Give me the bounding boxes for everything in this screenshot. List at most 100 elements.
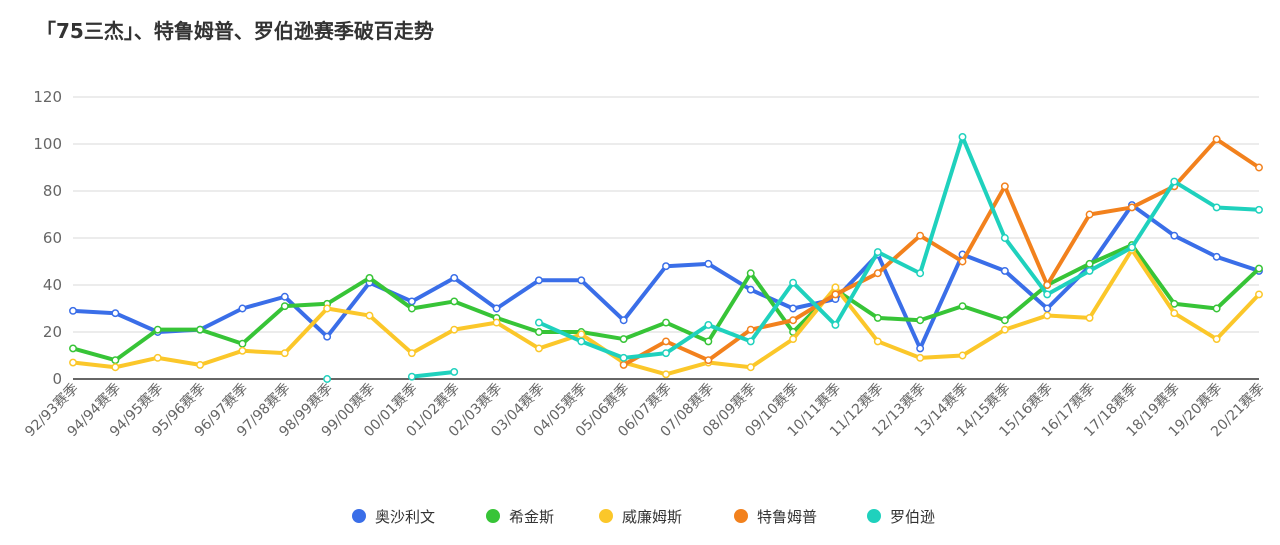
data-point xyxy=(746,285,755,294)
data-point xyxy=(365,311,374,320)
data-point xyxy=(407,304,416,313)
data-point xyxy=(407,372,416,381)
data-point xyxy=(1085,313,1094,322)
data-point xyxy=(365,274,374,282)
series-4 xyxy=(619,135,1263,369)
data-point xyxy=(1085,259,1094,268)
data-point xyxy=(1043,311,1052,320)
data-point xyxy=(873,337,882,346)
data-point xyxy=(323,375,332,383)
data-point xyxy=(662,318,670,327)
data-point xyxy=(958,257,967,266)
data-point xyxy=(238,304,247,313)
data-point xyxy=(1170,231,1179,240)
data-point xyxy=(1000,316,1009,325)
y-tick-label: 20 xyxy=(43,323,62,341)
data-point xyxy=(789,316,798,325)
data-point xyxy=(662,349,670,358)
data-point xyxy=(958,351,967,360)
data-point xyxy=(1212,252,1221,261)
legend-swatch xyxy=(867,509,881,523)
data-point xyxy=(111,363,120,372)
legend-label: 威廉姆斯 xyxy=(622,508,682,526)
data-point xyxy=(831,283,840,292)
chart-grid xyxy=(73,96,1259,380)
data-point xyxy=(916,269,925,278)
data-point xyxy=(916,316,925,325)
data-point xyxy=(69,306,77,315)
data-point xyxy=(1043,304,1052,313)
data-point xyxy=(323,304,332,313)
legend: 奥沙利文 希金斯 威廉姆斯 特鲁姆普 罗伯逊 xyxy=(352,508,935,526)
y-tick-label: 80 xyxy=(43,182,62,200)
plot-area xyxy=(69,133,1263,383)
data-point xyxy=(450,368,459,376)
y-tick-label: 40 xyxy=(43,276,62,294)
data-point xyxy=(238,346,247,355)
data-point xyxy=(577,330,586,339)
data-point xyxy=(1085,210,1094,219)
data-point xyxy=(1255,290,1263,299)
data-point xyxy=(450,297,459,306)
data-point xyxy=(1000,325,1009,334)
data-point xyxy=(1127,243,1136,252)
legend-item[interactable]: 奥沙利文 xyxy=(352,508,435,526)
y-axis: 0 20 40 60 80 100 120 xyxy=(33,88,62,388)
data-point xyxy=(704,356,713,365)
data-point xyxy=(704,321,713,329)
series-line xyxy=(621,137,1261,367)
data-point xyxy=(1043,281,1052,289)
data-point xyxy=(323,332,332,341)
data-point xyxy=(916,344,925,353)
legend-item[interactable]: 希金斯 xyxy=(486,508,554,526)
legend-item[interactable]: 罗伯逊 xyxy=(867,508,935,526)
data-point xyxy=(1212,203,1221,212)
data-point xyxy=(1000,182,1009,191)
series-1 xyxy=(69,201,1263,353)
legend-item[interactable]: 威廉姆斯 xyxy=(599,508,682,526)
data-point xyxy=(619,360,628,369)
data-point xyxy=(916,353,925,362)
data-point xyxy=(873,269,882,278)
data-point xyxy=(69,358,77,367)
y-tick-label: 120 xyxy=(33,88,62,106)
x-axis: 92/93赛季94/94赛季94/95赛季95/96赛季96/97赛季97/98… xyxy=(22,381,1268,441)
data-point xyxy=(1170,299,1179,308)
data-point xyxy=(238,339,247,348)
data-point xyxy=(111,356,120,365)
data-point xyxy=(280,349,289,358)
data-point xyxy=(662,337,670,346)
data-point xyxy=(746,337,755,346)
y-tick-label: 100 xyxy=(33,135,62,153)
data-point xyxy=(619,353,628,362)
data-point xyxy=(746,363,755,372)
data-point xyxy=(1255,264,1263,273)
legend-swatch xyxy=(486,509,500,523)
data-point xyxy=(450,274,459,282)
data-point xyxy=(789,278,798,287)
data-point xyxy=(916,231,925,240)
data-point xyxy=(280,302,289,311)
data-point xyxy=(873,313,882,322)
legend-label: 希金斯 xyxy=(509,508,554,526)
data-point xyxy=(492,304,501,313)
data-point xyxy=(492,318,501,327)
data-point xyxy=(1255,163,1263,172)
data-point xyxy=(1170,309,1179,318)
data-point xyxy=(153,325,162,334)
legend-item[interactable]: 特鲁姆普 xyxy=(734,508,817,526)
data-point xyxy=(789,304,798,313)
data-point xyxy=(746,269,755,278)
legend-swatch xyxy=(734,509,748,523)
data-point xyxy=(704,259,713,268)
data-point xyxy=(534,344,543,353)
data-point xyxy=(153,353,162,362)
data-point xyxy=(69,344,77,353)
data-point xyxy=(873,248,882,257)
legend-label: 奥沙利文 xyxy=(375,508,435,526)
chart-title: 「75三杰」、特鲁姆普、罗伯逊赛季破百走势 xyxy=(36,19,434,43)
data-point xyxy=(958,302,967,311)
data-point xyxy=(534,276,543,285)
data-point xyxy=(831,321,840,329)
